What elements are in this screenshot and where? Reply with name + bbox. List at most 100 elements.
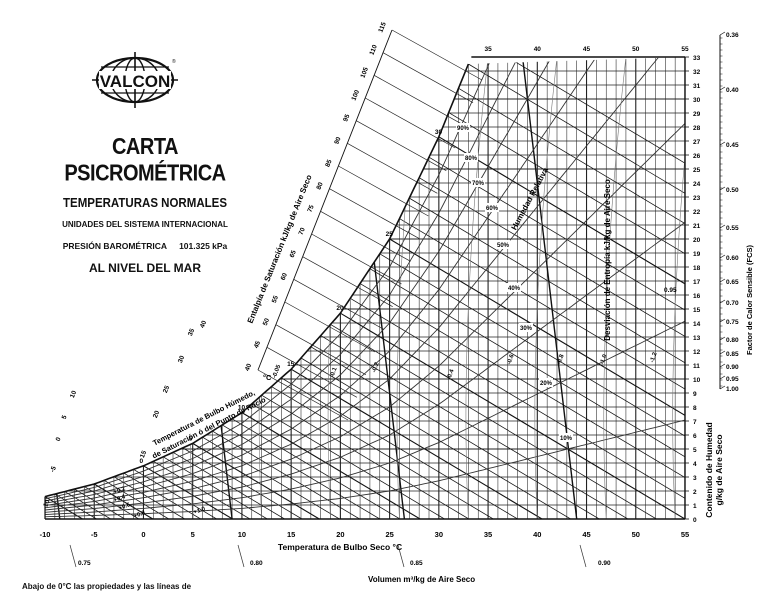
y-tick-label: 1 [693,503,697,510]
enthalpy-line [311,233,402,285]
relative-humidity-curve [45,57,685,502]
enthalpy-tick-label: 85 [324,158,333,168]
wet-bulb-line [359,283,685,519]
fcs-axis-label: Factor de Calor Sensible (FCS) [745,244,754,355]
celsius-unit: °C [263,373,272,382]
relative-humidity-curve [45,57,685,507]
rh-label: 80% [465,156,478,162]
enthalpy-tick-label: 40 [244,362,253,372]
entropy-deviation-label: Desviación de Entropía kJ/kg de Aire Sec… [603,179,612,341]
relative-humidity-curve [45,419,685,518]
fcs-tick-label: 0.70 [726,300,739,307]
y-tick-label: 9 [693,391,697,398]
y-tick-label: 27 [693,139,701,146]
y-tick-label: 22 [693,209,701,216]
saturation-curve [44,63,470,498]
wet-bulb-scale-label: Temperatura de Bulbo Húmedo, [151,388,256,447]
rh-label-bg [519,323,533,332]
fcs-tick [719,224,726,229]
enthalpy-line [365,97,456,149]
fcs-tick-label: 0.60 [726,255,739,262]
x-tick-label: -10 [40,530,51,539]
volume-tick-line [237,544,245,568]
volume-axis-label: Volumen m³/kg de Aire Seco [368,575,475,584]
deviation-label: -0.2 [371,361,380,373]
enthalpy-tick-label: 100 [351,89,362,102]
enthalpy-line [391,29,483,81]
x-tick-label: 50 [632,530,640,539]
top-x-tick-label: 55 [681,46,689,53]
wet-bulb-line [231,418,401,519]
saturation-temp-label: 5 [189,435,193,442]
y-tick-label: 31 [693,83,701,90]
rh-label: 90% [457,126,470,132]
wet-bulb-line [162,456,268,519]
wet-bulb-tick-label: 40 [199,319,208,329]
fcs-tick-label: 0.95 [726,376,739,383]
wet-bulb-line [300,357,571,519]
saturation-temp-label: 0 [139,458,143,465]
wet-bulb-line [241,412,421,519]
enthalpy-line [257,369,349,421]
fcs-tick-label: 0.36 [726,32,739,39]
enthalpy-line [275,324,367,375]
chart-title: CARTA PSICROMÉTRICA [64,134,226,187]
deviation-label: -0.8 [556,353,565,365]
y-tick-label: 3 [693,475,697,482]
volume-tick-line [579,544,587,568]
top-x-tick-label: 50 [632,46,640,53]
rh-label: 70% [472,181,485,187]
entropy-deviation-curve [465,57,489,519]
volume-tick-line [397,544,405,568]
globe-icon: VALCON ® [92,52,178,108]
y-tick-label: 16 [693,293,701,300]
fcs-tick [719,278,726,283]
enthalpy-line [329,188,420,239]
x-tick-label: 5 [191,530,195,539]
rh-label: 20% [540,381,553,387]
wet-bulb-tick-label: 25 [162,384,171,394]
wet-bulb-line [123,472,201,519]
fcs-tick [719,336,726,341]
enthalpy-line [382,52,474,103]
fcs-tick-label: 1.00 [726,386,739,393]
fcs-tick [719,363,726,368]
y-tick-label: 15 [693,307,701,314]
relative-humidity-curve [45,320,685,515]
saturation-temp-label: 25 [386,231,394,238]
y-tick-label: 29 [693,111,701,118]
rh-label: 60% [486,206,499,212]
fcs-tick-label: 0.45 [726,142,739,149]
fcs-tick-label: 0.90 [726,364,739,371]
fcs-tick [719,318,726,323]
specific-volume-line [45,57,61,519]
rh-label-bg [496,240,510,249]
enthalpy-line [338,165,429,217]
y-tick-label: 21 [693,223,701,230]
fcs-tick-label: 0.85 [726,351,739,358]
entropy-deviation-curve [534,57,558,519]
fcs-tick [719,299,726,304]
y-tick-label: 26 [693,153,701,160]
wet-bulb-line [458,87,685,519]
volume-tick-label: 0.85 [410,560,423,567]
top-x-tick-label: 35 [484,46,492,53]
relative-humidity-curve [45,57,685,504]
x-axis-label: Temperatura de Bulbo Seco °C [278,542,402,552]
pressure-line: PRESIÓN BAROMÉTRICA 101.325 kPa [30,241,260,251]
units-label: UNIDADES DEL SISTEMA INTERNACIONAL [62,220,228,229]
fcs-tick [719,375,726,380]
y-tick-label: 12 [693,349,701,356]
x-tick-label: 15 [287,530,295,539]
y-axis-label: Contenido de Humedadg/kg de Aire Seco [704,422,724,517]
relative-humidity-curve [45,123,685,511]
wet-bulb-line [438,136,685,519]
y-tick-label: 2 [693,489,697,496]
wet-bulb-line [389,238,685,519]
wet-bulb-tick-label: 35 [187,327,196,337]
enthalpy-tick-label: 80 [315,181,324,191]
wet-bulb-line [202,436,340,519]
y-tick-label: 5 [693,447,697,454]
pressure-label: PRESIÓN BAROMÉTRICA [62,241,168,251]
